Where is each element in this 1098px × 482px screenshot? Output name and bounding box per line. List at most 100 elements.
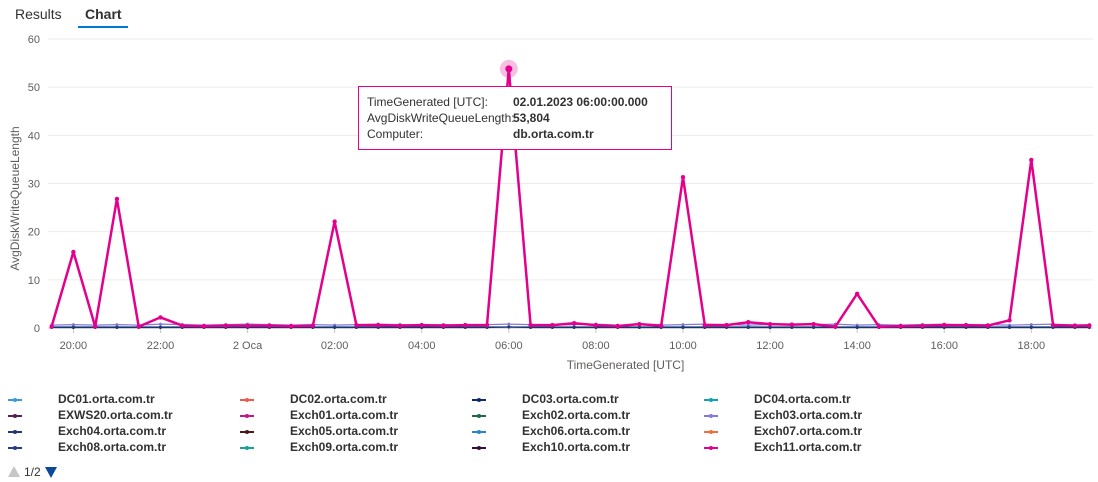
data-point <box>201 323 207 329</box>
data-point <box>267 323 272 328</box>
page-indicator: 1/2 <box>24 465 41 479</box>
tooltip-row: TimeGenerated [UTC]: 02.01.2023 06:00:00… <box>367 95 667 111</box>
data-point <box>180 323 185 328</box>
data-point <box>310 323 316 328</box>
data-point <box>114 196 120 202</box>
page-down-icon[interactable] <box>45 467 57 478</box>
data-point <box>288 323 294 329</box>
data-point <box>397 323 403 328</box>
x-tick-label: 02:00 <box>321 340 349 352</box>
legend-label: Exch04.orta.com.tr <box>58 424 167 438</box>
data-point <box>528 322 533 328</box>
x-tick-label: 08:00 <box>582 340 610 352</box>
x-tick-label: 14:00 <box>843 340 871 352</box>
legend-label: Exch02.orta.com.tr <box>522 408 631 422</box>
data-point <box>158 325 162 329</box>
data-point <box>92 324 98 329</box>
hovered-data-point <box>505 65 513 73</box>
data-point <box>659 323 664 328</box>
legend-swatch <box>704 446 718 450</box>
x-tick-label: 10:00 <box>669 340 697 352</box>
legend-swatch <box>704 430 718 434</box>
data-point <box>942 322 947 328</box>
data-point <box>375 322 381 328</box>
legend-label: Exch01.orta.com.tr <box>290 408 399 422</box>
page-up-icon[interactable] <box>8 466 20 477</box>
legend-swatch <box>240 414 254 418</box>
legend-swatch <box>704 398 718 402</box>
y-tick-label: 20 <box>28 227 40 239</box>
data-point <box>507 322 511 326</box>
tooltip-key: Computer: <box>367 127 424 141</box>
data-point <box>615 323 620 329</box>
x-tick-label: 12:00 <box>756 340 784 352</box>
legend-swatch <box>240 430 254 434</box>
tooltip-value: db.orta.com.tr <box>513 127 594 141</box>
data-point <box>876 324 882 329</box>
data-point <box>812 325 816 329</box>
legend-label: Exch05.orta.com.tr <box>290 424 399 438</box>
data-point <box>1072 323 1078 328</box>
legend-swatch <box>472 414 486 418</box>
data-point <box>637 321 642 327</box>
chart-tooltip: TimeGenerated [UTC]: 02.01.2023 06:00:00… <box>358 86 672 150</box>
data-point <box>637 325 641 329</box>
tooltip-key: AvgDiskWriteQueueLength: <box>367 111 515 125</box>
data-point <box>1029 325 1033 329</box>
x-axis-label: TimeGenerated [UTC] <box>567 358 685 372</box>
data-point <box>441 323 446 328</box>
y-tick-label: 0 <box>34 323 40 335</box>
data-point <box>332 219 337 224</box>
data-point <box>223 323 228 328</box>
legend-swatch <box>240 398 254 402</box>
y-tick-label: 60 <box>28 34 40 46</box>
data-point <box>507 325 511 329</box>
legend-label: Exch11.orta.com.tr <box>754 440 862 454</box>
legend-label: Exch03.orta.com.tr <box>754 408 863 422</box>
data-point <box>702 322 707 328</box>
legend-swatch <box>704 414 718 418</box>
legend-label: DC03.orta.com.tr <box>522 392 619 406</box>
data-point <box>158 315 163 320</box>
data-point <box>245 323 250 328</box>
data-point <box>1007 318 1012 323</box>
legend-label: Exch08.orta.com.tr <box>58 440 167 454</box>
data-point <box>1029 323 1033 327</box>
legend-label: DC04.orta.com.tr <box>754 392 851 406</box>
tooltip-value: 02.01.2023 06:00:00.000 <box>513 95 648 109</box>
data-point <box>1087 323 1092 328</box>
data-point <box>681 323 685 327</box>
legend-swatch <box>472 446 486 450</box>
data-point <box>71 323 75 327</box>
data-point <box>963 322 969 328</box>
x-tick-label: 18:00 <box>1018 340 1046 352</box>
tooltip-row: AvgDiskWriteQueueLength: 53,804 <box>367 111 667 127</box>
tab-chart[interactable]: Chart <box>85 6 122 22</box>
x-tick-label: 06:00 <box>495 340 523 352</box>
legend-label: DC02.orta.com.tr <box>290 392 387 406</box>
x-tick-label: 2 Oca <box>233 340 263 352</box>
tab-results[interactable]: Results <box>15 6 62 22</box>
data-point <box>833 324 838 329</box>
legend-swatch <box>8 414 22 418</box>
y-tick-label: 50 <box>28 82 40 94</box>
legend-swatch <box>240 446 254 450</box>
tooltip-row: Computer: db.orta.com.tr <box>367 127 667 143</box>
legend-swatch <box>8 398 22 402</box>
data-point <box>985 323 990 328</box>
data-point <box>115 323 119 327</box>
y-tick-label: 40 <box>28 130 40 142</box>
data-point <box>855 325 859 329</box>
data-point <box>49 324 54 329</box>
x-tick-label: 22:00 <box>147 340 175 352</box>
legend-swatch <box>472 398 486 402</box>
tooltip-value: 53,804 <box>513 111 550 125</box>
data-point <box>115 325 119 329</box>
data-point <box>768 325 772 329</box>
data-point <box>593 322 599 328</box>
legend-label: Exch07.orta.com.tr <box>754 424 863 438</box>
data-point <box>71 325 75 329</box>
x-tick-label: 20:00 <box>60 340 88 352</box>
data-point <box>767 321 773 327</box>
data-point <box>854 291 860 297</box>
